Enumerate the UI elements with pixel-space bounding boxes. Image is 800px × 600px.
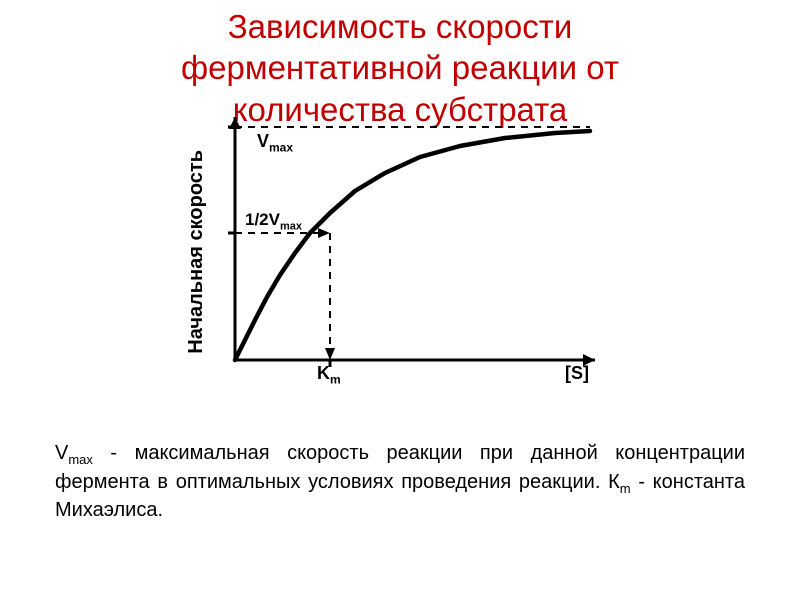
caption-km: Кm	[608, 471, 631, 493]
title-line-2: ферментативной реакции от	[0, 47, 800, 88]
title-line-1: Зависимость скорости	[0, 6, 800, 47]
kinetics-chart: Начальная скорость Vmax 1/2Vmax Km [S]	[195, 105, 615, 395]
y-axis-label: Начальная скорость	[185, 150, 208, 354]
vmax-label: Vmax	[257, 131, 293, 155]
caption-vmax: Vmax	[55, 442, 110, 464]
x-axis-label: [S]	[565, 363, 589, 384]
half-vmax-label: 1/2Vmax	[245, 210, 302, 232]
caption-paragraph: Vmax - максимальная скорость реакции при…	[55, 440, 745, 524]
km-label: Km	[317, 363, 341, 387]
